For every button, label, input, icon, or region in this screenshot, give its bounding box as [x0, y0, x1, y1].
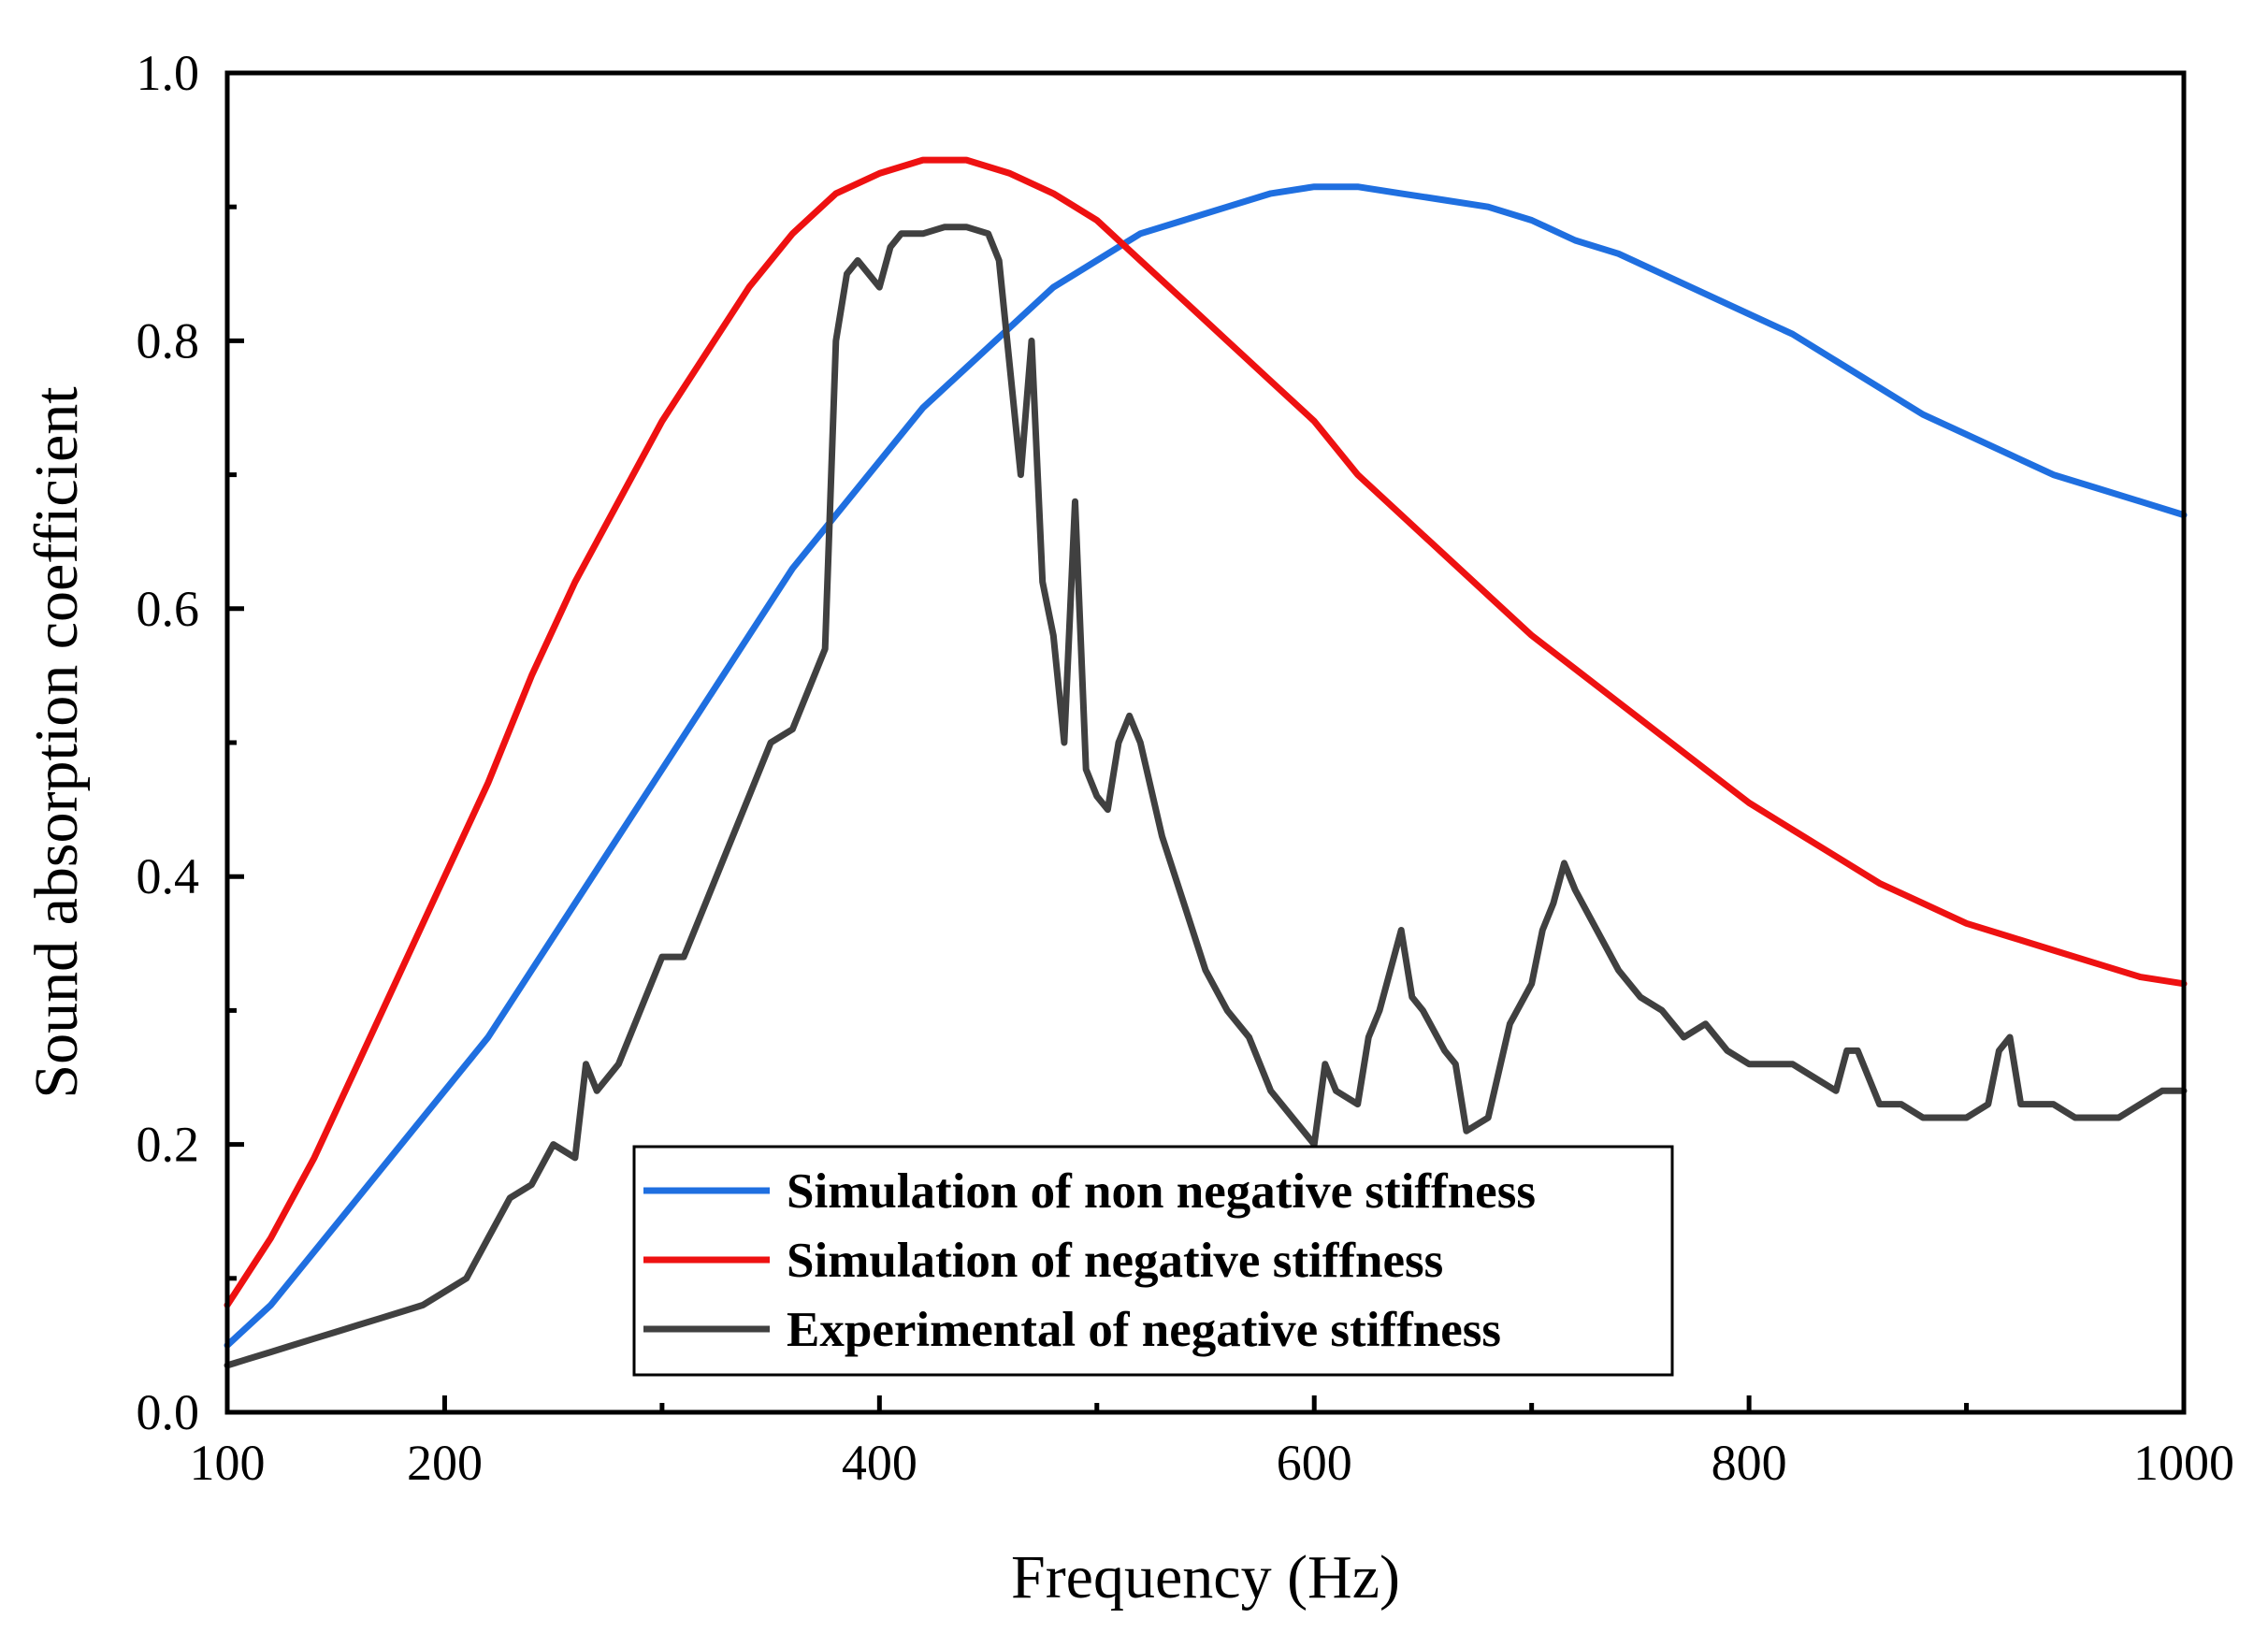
y-tick-label: 0.8: [137, 312, 200, 369]
x-tick-label: 800: [1712, 1435, 1787, 1491]
x-tick-label: 1000: [2133, 1435, 2234, 1491]
y-tick-label: 0.2: [137, 1117, 200, 1173]
x-tick-label: 400: [842, 1435, 917, 1491]
y-axis-ticks: 0.0 0.2 0.4 0.6 0.8 1.0: [137, 45, 244, 1440]
series-line-3: [224, 224, 2188, 1369]
legend-label-3: Experimental of negative stiffness: [787, 1303, 1501, 1357]
legend-box: [632, 1145, 1674, 1377]
legend-label-1: Simulation of non negative stiffness: [787, 1164, 1536, 1219]
legend-label-2: Simulation of negative stiffness: [787, 1234, 1443, 1288]
series-line-1: [224, 183, 2188, 1349]
series-line-2: [224, 156, 2188, 1308]
x-axis-ticks: 100 200 400 600 800 1000: [190, 1395, 2234, 1491]
y-tick-label: 0.6: [137, 581, 200, 637]
y-axis-title: Sound absorption coefficient: [22, 386, 91, 1098]
y-tick-label: 1.0: [137, 45, 200, 101]
x-tick-label: 100: [190, 1435, 266, 1491]
series-layer: [224, 156, 2188, 1369]
y-tick-label: 0.4: [137, 848, 200, 904]
x-tick-label: 200: [407, 1435, 483, 1491]
x-axis-title: Frequency (Hz): [1011, 1543, 1400, 1611]
y-tick-label: 0.0: [137, 1384, 200, 1440]
legend: Simulation of non negative stiffness Simu…: [632, 1145, 1674, 1377]
x-tick-label: 600: [1277, 1435, 1352, 1491]
